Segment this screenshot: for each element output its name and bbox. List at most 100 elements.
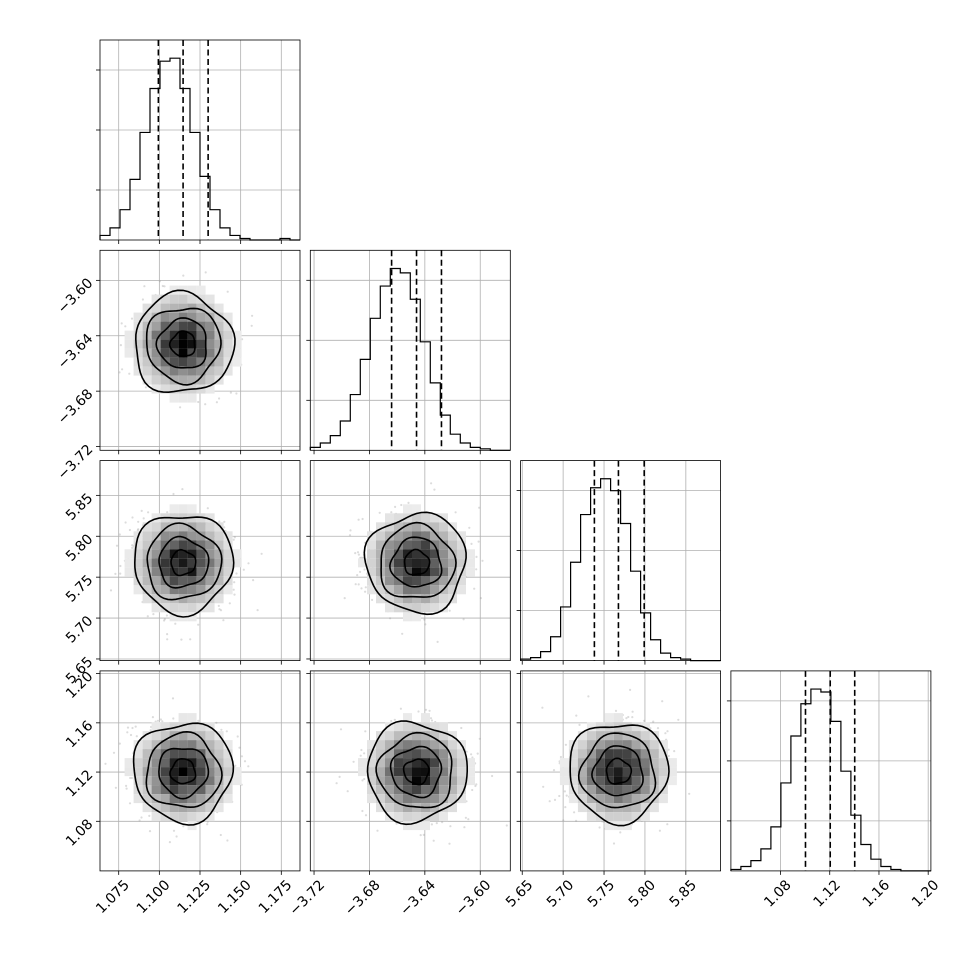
sample-point [395,822,398,825]
density-cell [187,785,197,795]
density-cell [151,731,161,741]
density-cell [577,794,587,804]
density-cell [151,549,161,559]
sample-point [163,619,166,622]
sample-point [129,776,132,780]
density-cell [169,375,179,385]
density-cell [439,767,448,777]
density-cell [421,812,430,822]
sample-point [182,825,185,828]
density-cell [604,731,614,741]
sample-point [423,618,426,621]
hist-panel-0 [96,39,301,244]
sample-point [115,544,119,547]
x-tick-label: 1.150 [215,877,255,917]
sample-point [673,750,676,753]
sample-point [125,787,128,790]
density-cell [430,594,439,604]
density-cell [412,731,421,741]
density-cell [133,366,143,376]
density-content [310,670,511,871]
density-cell [412,785,421,795]
sample-point [505,824,508,827]
sample-point [407,501,410,504]
density-cell [385,776,394,786]
sample-point [217,604,220,608]
density-cell [412,821,421,831]
density-cell [124,348,134,358]
density-cell [151,330,161,340]
sample-point [223,526,226,529]
density-cell [631,722,641,732]
density-cell [205,767,215,777]
hist-panel-3 [726,670,932,875]
sample-point [232,588,235,591]
density-cell [631,794,641,804]
density-cell [223,330,233,340]
density-cell [403,803,412,813]
density-cell [385,785,394,795]
density-cell [187,357,197,367]
density-cell [160,339,170,349]
sample-point [470,753,473,756]
sample-point [165,614,168,617]
density-cell [160,348,170,358]
panel-frame [730,670,932,872]
density-cell [376,785,385,795]
density-cell [151,321,161,331]
sample-point [121,368,124,371]
density-cell [448,749,457,759]
density-cell [430,567,439,577]
contour-2 [158,747,210,800]
density-cell [196,603,206,613]
sample-point [172,829,176,832]
sample-point [677,718,680,721]
density-cell [649,758,659,768]
sample-point [465,750,468,753]
density-cell [430,758,439,768]
density-cell [223,585,233,595]
sample-point [430,823,433,826]
density-cell [622,794,632,804]
density-cell [142,531,152,541]
sample-point [219,609,223,612]
density-cell [421,549,430,559]
density-cell [385,722,394,732]
sample-point [126,726,130,729]
density-cell [595,776,605,786]
density-cell [559,776,569,786]
y-tick-label: 5.70 [63,613,96,646]
density-cell [640,785,650,795]
density-cell [403,785,412,795]
density-cell [631,803,641,813]
sample-point [131,516,134,519]
density-cell [466,549,475,559]
density-cell [385,585,394,595]
density-cell [223,549,233,559]
density-cell [133,330,143,340]
density-cell [577,767,587,777]
sample-point [236,735,239,738]
density-cell [367,740,376,750]
density-cell [412,612,421,622]
sample-point [562,819,565,822]
density-cell [196,285,206,295]
density-cell [448,585,457,595]
density-cell [223,758,233,768]
sample-point [666,823,669,826]
sample-point [363,568,366,571]
sample-point [218,608,221,611]
sample-point [357,583,360,586]
density-cell [421,513,430,523]
density-cell [586,812,596,822]
density-cell [604,812,614,822]
sample-point [643,719,646,722]
density-cell [142,366,152,376]
density-cell [214,549,224,559]
density-cell [187,594,197,604]
sample-point [147,511,150,514]
density-cell [196,722,206,732]
density-cell [448,740,457,750]
sample-point [104,762,107,765]
sample-point [475,783,478,786]
